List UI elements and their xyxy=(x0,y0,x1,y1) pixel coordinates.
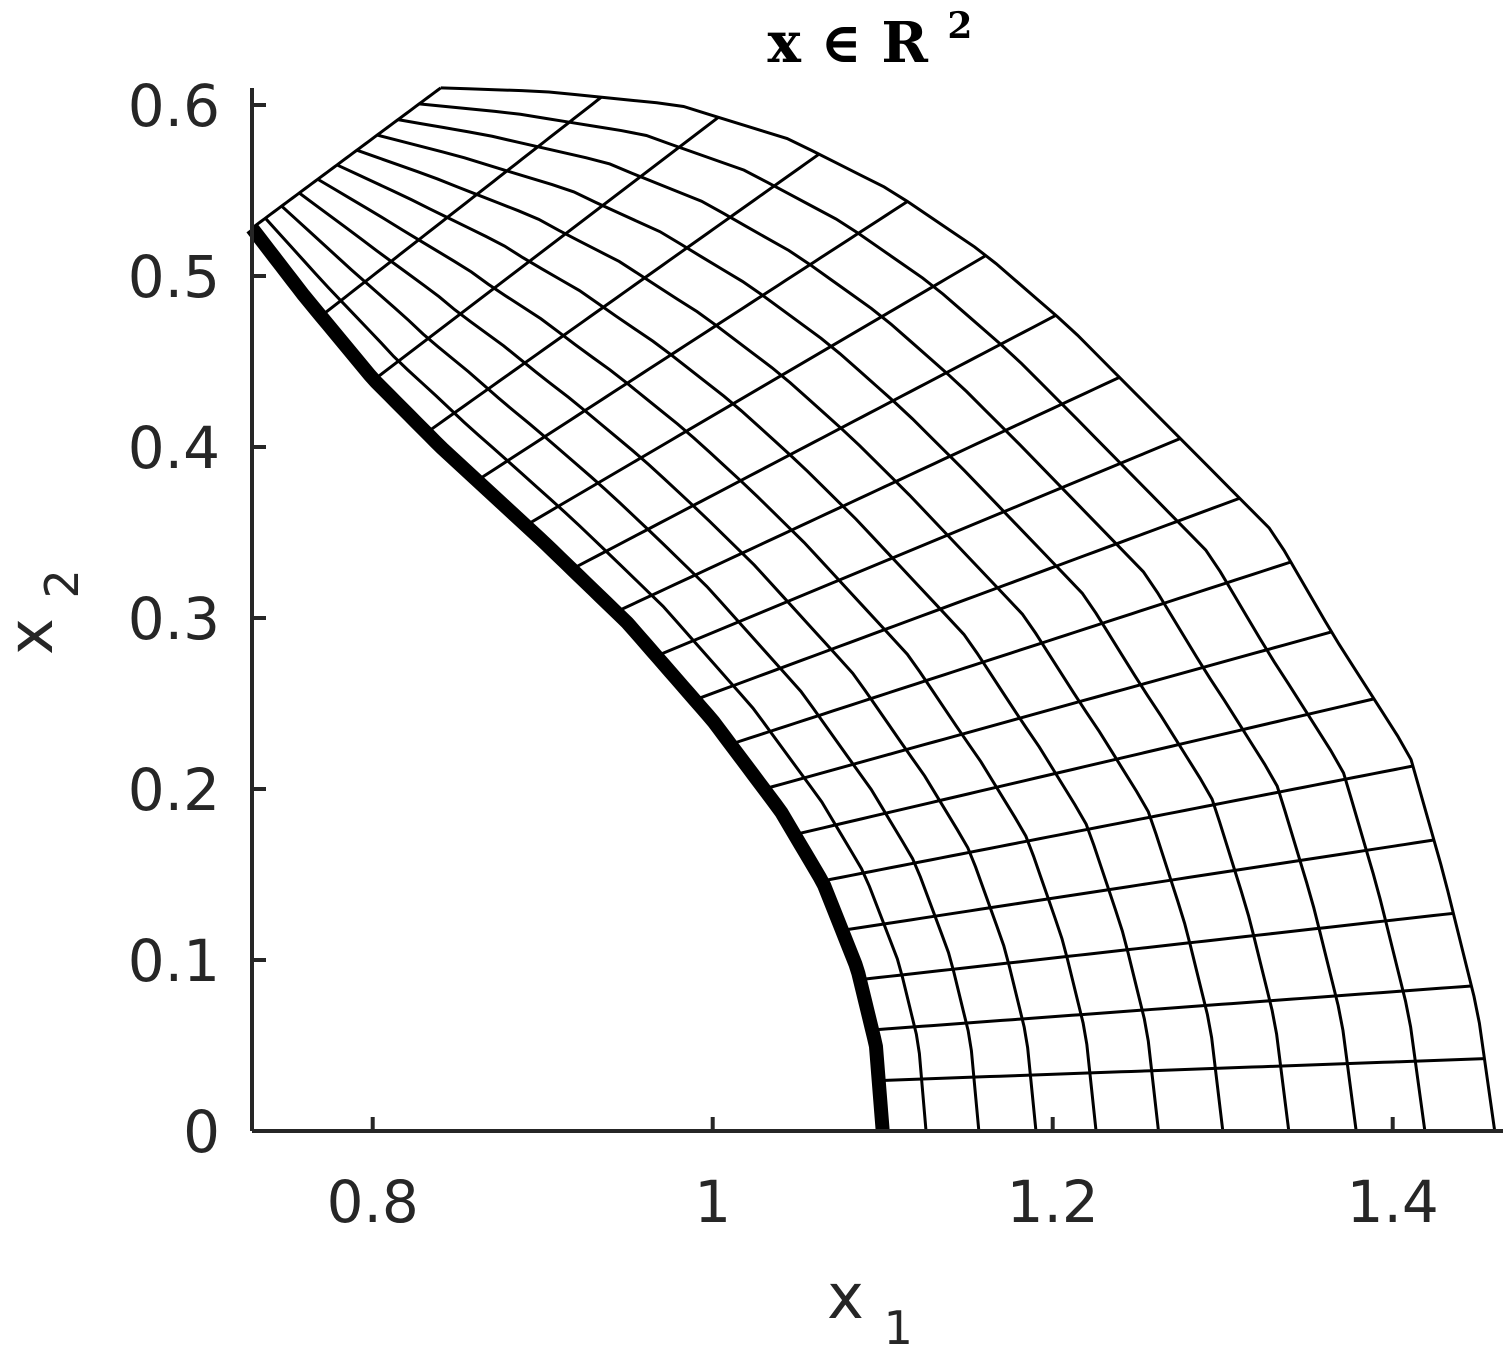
x-tick-label: 0.8 xyxy=(327,1168,419,1236)
x-tick-label: 1 xyxy=(694,1168,731,1236)
x-axis-label: x 1 xyxy=(827,1260,913,1352)
x-tick-label: 1.4 xyxy=(1347,1168,1439,1236)
mesh-radial-line xyxy=(524,253,988,527)
y-tick-label: 0.6 xyxy=(128,72,220,140)
mesh-arc-line xyxy=(397,118,1358,1132)
mesh-radial-line xyxy=(615,375,1121,614)
mesh-radial-line xyxy=(571,314,1057,571)
mesh-arc-line xyxy=(356,148,1225,1132)
chart-title-superscript: 2 xyxy=(947,5,972,47)
mesh-radial-line xyxy=(872,984,1472,1032)
mesh-arc-line xyxy=(419,102,1427,1132)
mesh-arc-line xyxy=(317,177,1098,1132)
mesh-arc-line xyxy=(440,86,1497,1132)
mesh-radial-line xyxy=(373,116,720,382)
y-tick-label: 0.4 xyxy=(128,414,220,482)
mesh-grid xyxy=(251,86,1497,1133)
chart-title-main: x ∈ R xyxy=(768,10,929,76)
y-axis-label-main: x xyxy=(0,618,67,655)
chart-title: x ∈ R 2 xyxy=(768,5,973,76)
mesh-radial-line xyxy=(425,152,820,434)
y-tick-label: 0.2 xyxy=(128,756,220,824)
mesh-radial-line xyxy=(794,697,1375,837)
y-tick-label: 0 xyxy=(183,1098,220,1166)
mesh-radial-line xyxy=(763,630,1332,791)
y-ticks: 0 0.1 0.2 0.3 0.4 0.5 0.6 xyxy=(128,72,266,1166)
mesh-radial-line xyxy=(655,437,1181,658)
mesh-radial-line xyxy=(694,496,1241,702)
mesh-radial-line xyxy=(476,200,909,482)
inner-boundary-curve xyxy=(246,223,890,1132)
mesh-arc-line xyxy=(280,204,981,1132)
mesh-radial-line xyxy=(821,764,1414,883)
y-tick-label: 0.1 xyxy=(128,927,220,995)
y-axis-label-subscript: 2 xyxy=(35,569,89,598)
x-tick-label: 1.2 xyxy=(1007,1168,1099,1236)
mesh-radial-line xyxy=(859,911,1454,982)
y-tick-label: 0.5 xyxy=(128,243,220,311)
mesh-radial-line xyxy=(320,96,603,318)
y-axis-label: x 2 xyxy=(0,569,89,655)
x-axis-label-main: x xyxy=(827,1260,864,1333)
x-ticks: 0.8 1 1.2 1.4 xyxy=(327,1117,1439,1236)
mesh-radial-line xyxy=(878,1057,1485,1083)
mesh-arc-line xyxy=(376,133,1291,1132)
x-axis-label-subscript: 1 xyxy=(884,1301,913,1352)
mesh-radial-line xyxy=(729,560,1292,746)
mesh-arc-line xyxy=(264,217,928,1132)
mesh-radial-line xyxy=(251,86,442,230)
mesh-arc-line xyxy=(336,163,1160,1132)
mesh-arc-line xyxy=(298,191,1038,1132)
mesh-radial-line xyxy=(841,838,1435,932)
y-tick-label: 0.3 xyxy=(128,585,220,653)
